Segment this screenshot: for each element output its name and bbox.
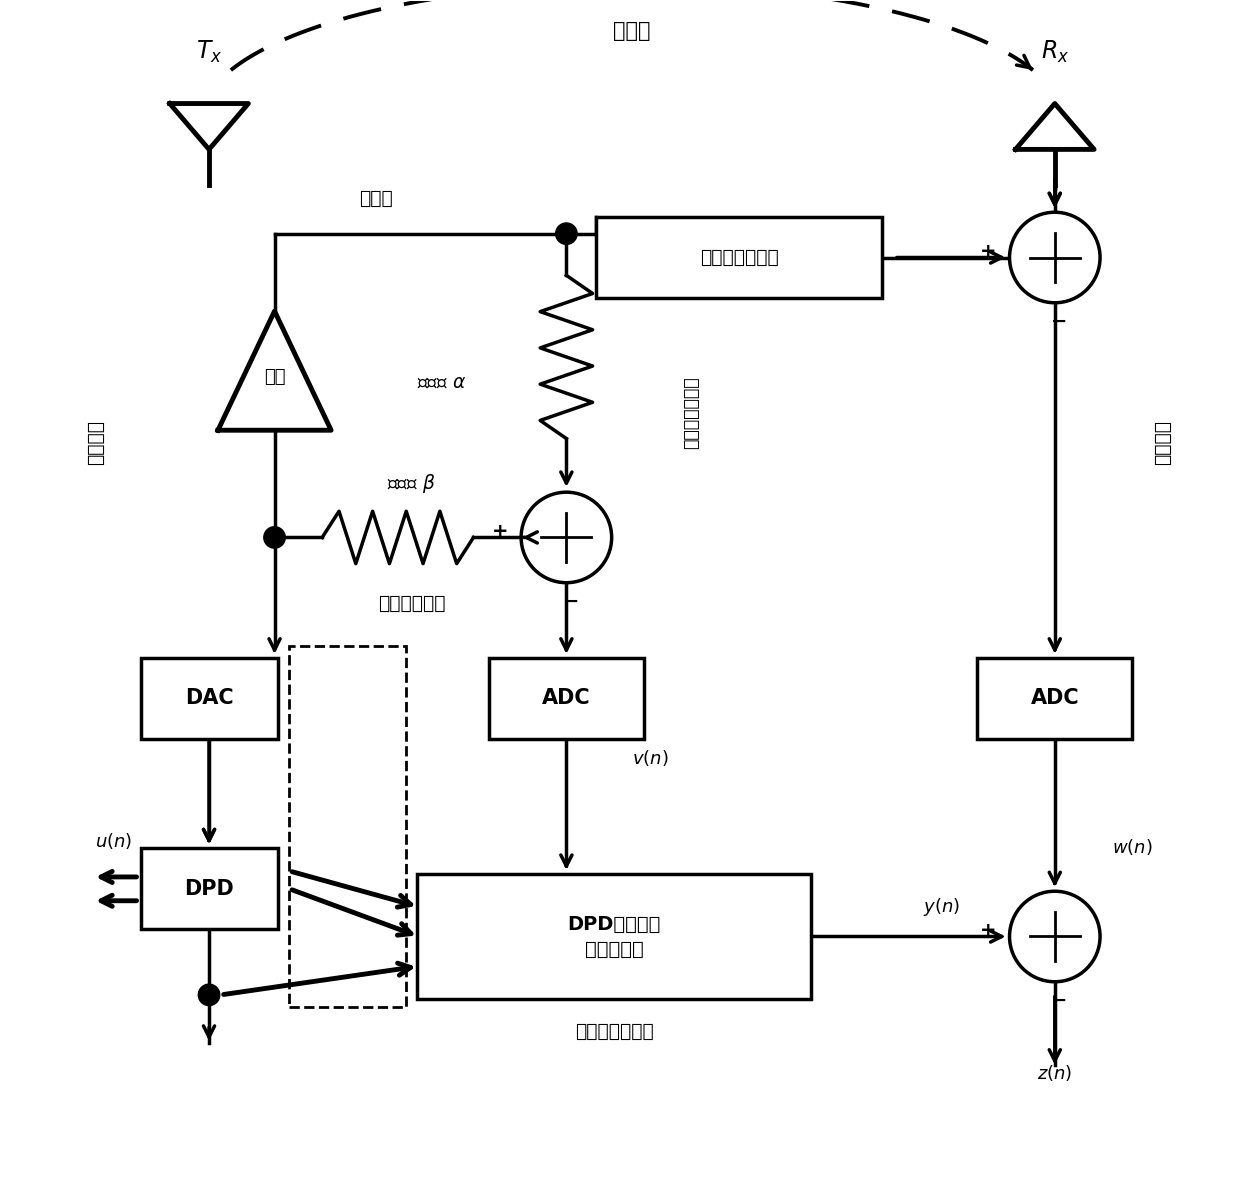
- Bar: [140, 658, 278, 739]
- Bar: [489, 658, 644, 739]
- Text: 移除线性反馈: 移除线性反馈: [378, 593, 445, 613]
- Text: $y(n)$: $y(n)$: [923, 896, 960, 918]
- Text: $u(n)$: $u(n)$: [95, 831, 133, 851]
- Circle shape: [521, 492, 611, 583]
- Text: DPD: DPD: [185, 879, 234, 899]
- Polygon shape: [218, 312, 331, 430]
- Bar: [977, 658, 1132, 739]
- Text: ADC: ADC: [1030, 688, 1079, 708]
- Text: −: −: [563, 592, 579, 611]
- Text: 衰减器 $\alpha$: 衰减器 $\alpha$: [417, 373, 466, 392]
- Circle shape: [1009, 213, 1100, 303]
- Text: −: −: [1052, 313, 1068, 331]
- Bar: [596, 217, 882, 298]
- Text: +: +: [491, 522, 508, 541]
- Text: +: +: [980, 242, 996, 261]
- Bar: [289, 646, 405, 1007]
- Text: 模拟自干扰消除: 模拟自干扰消除: [699, 248, 779, 267]
- Text: 功放: 功放: [264, 368, 285, 386]
- Text: 衰减器 $\beta$: 衰减器 $\beta$: [387, 473, 435, 496]
- Text: $T_x$: $T_x$: [196, 38, 222, 64]
- Polygon shape: [170, 104, 248, 149]
- Text: −: −: [1052, 991, 1068, 1010]
- Text: DPD参数提取
自干扰重建: DPD参数提取 自干扰重建: [568, 915, 661, 959]
- Text: $w(n)$: $w(n)$: [1112, 837, 1152, 857]
- Text: ADC: ADC: [542, 688, 590, 708]
- Bar: [418, 874, 811, 999]
- Circle shape: [198, 984, 219, 1005]
- Text: 接收通道: 接收通道: [1152, 419, 1172, 464]
- Circle shape: [556, 223, 577, 245]
- Text: $R_x$: $R_x$: [1040, 38, 1069, 64]
- Text: +: +: [980, 921, 996, 940]
- Bar: [140, 849, 278, 929]
- Text: DAC: DAC: [185, 688, 233, 708]
- Text: $v(n)$: $v(n)$: [631, 747, 668, 768]
- Text: 发射通道: 发射通道: [87, 419, 105, 464]
- Circle shape: [1009, 891, 1100, 981]
- Circle shape: [264, 527, 285, 548]
- Text: 非线性反馈通道: 非线性反馈通道: [682, 376, 701, 449]
- Text: $z(n)$: $z(n)$: [1037, 1064, 1073, 1083]
- Text: 数字自干扰消除: 数字自干扰消除: [574, 1022, 653, 1041]
- Text: 耦合器: 耦合器: [358, 189, 393, 208]
- Text: 自干扰: 自干扰: [613, 21, 651, 41]
- Polygon shape: [1016, 104, 1094, 149]
